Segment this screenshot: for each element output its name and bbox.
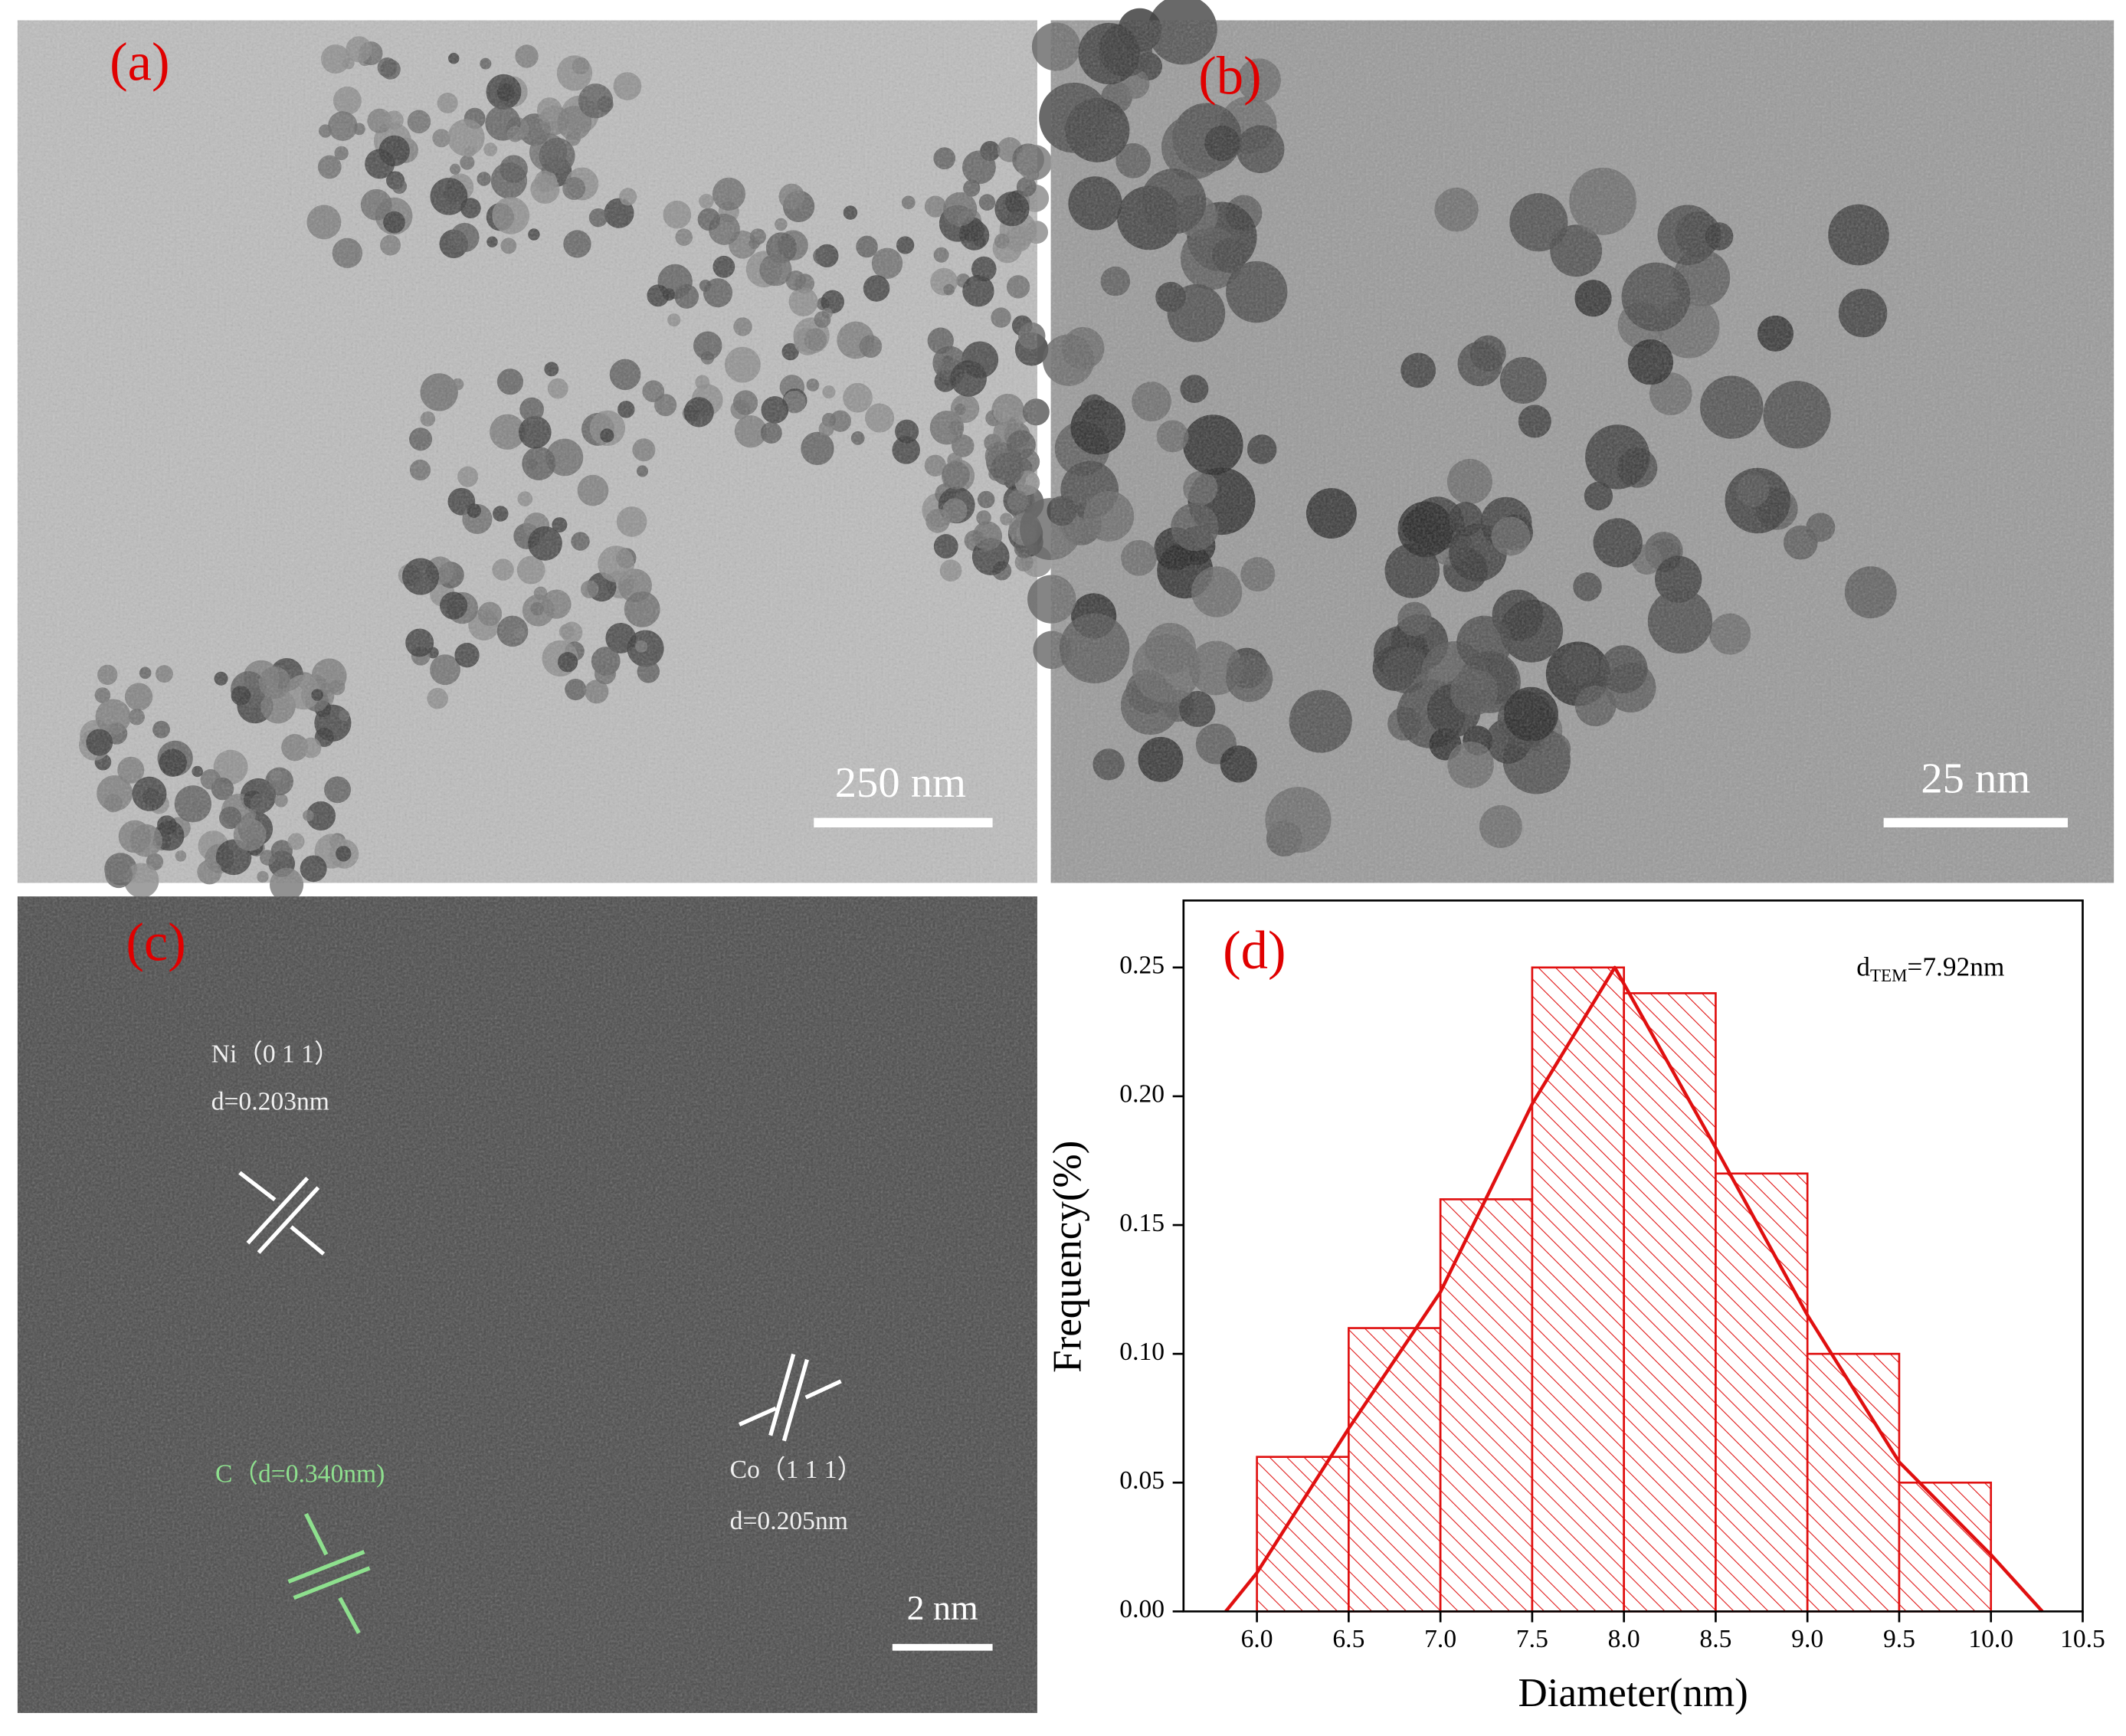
annotation: d=0.203nm [211, 1087, 329, 1115]
y-tick-label: 0.05 [1119, 1466, 1165, 1495]
x-tick-label: 9.5 [1883, 1625, 1915, 1653]
x-tick-label: 9.0 [1791, 1625, 1823, 1653]
bar [1715, 1172, 1809, 1613]
panel-a: (a) 250 nm [17, 20, 1053, 902]
annotation: dTEM=7.92nm [1856, 952, 2004, 986]
bar [1898, 1481, 1993, 1613]
lattice-marker [287, 1512, 371, 1634]
x-tick-label: 7.0 [1424, 1625, 1456, 1653]
scale-label: 25 nm [1921, 755, 2030, 803]
plot-frame [1182, 899, 2084, 1613]
x-tick-label: 8.0 [1608, 1625, 1640, 1653]
bar [1531, 966, 1625, 1613]
panel-label: (d) [1223, 921, 1286, 981]
scale-bar [1883, 817, 2069, 827]
bar [1806, 1352, 1901, 1613]
lattice-marker [238, 1171, 842, 1442]
annotation-sub: TEM [1870, 966, 1907, 985]
y-tick-label: 0.25 [1119, 952, 1165, 980]
annotation: Co（1 1 1） [730, 1456, 863, 1484]
x-tick-label: 8.5 [1699, 1625, 1731, 1653]
scale-label: 2 nm [907, 1588, 978, 1627]
bar [1439, 1198, 1534, 1613]
x-tick-label: 6.5 [1332, 1625, 1364, 1653]
annotation-rest: =7.92nm [1907, 952, 2004, 982]
y-tick-label: 0.00 [1119, 1595, 1165, 1623]
x-tick-label: 6.0 [1241, 1625, 1273, 1653]
x-tick-label: 7.5 [1516, 1625, 1548, 1653]
texture [17, 896, 1037, 1713]
bar [1623, 992, 1717, 1613]
annotation: C（d=0.340nm) [215, 1459, 385, 1488]
scale-bar [892, 1643, 993, 1651]
bar [1256, 1456, 1350, 1613]
scale-label: 250 nm [835, 759, 966, 807]
y-tick-label: 0.15 [1119, 1209, 1165, 1237]
scale-bar [814, 817, 993, 827]
y-axis-label: Frequency(%) [1045, 1141, 1089, 1373]
panel-label: (a) [110, 33, 169, 93]
panel-c: (c) Ni（0 1 1） d=0.203nm C（d=0.340nm) Co（… [17, 896, 1037, 1713]
y-tick-label: 0.10 [1119, 1338, 1165, 1366]
panel-b: (b) 25 nm [1020, 0, 2115, 883]
bar [1348, 1327, 1442, 1613]
y-tick-label: 0.20 [1119, 1080, 1165, 1109]
annotation-base: d [1856, 952, 1870, 982]
x-axis-label: Diameter(nm) [1518, 1671, 1748, 1715]
annotation: d=0.205nm [730, 1507, 848, 1535]
panel-label: (b) [1198, 46, 1261, 106]
texture [1050, 20, 2115, 883]
x-tick-label: 10.5 [2060, 1625, 2105, 1653]
x-tick-label: 10.0 [1968, 1625, 2013, 1653]
annotation: Ni（0 1 1） [211, 1040, 340, 1068]
histogram-panel: (d) dTEM=7.92nm Diameter(nm) Frequency(%… [1045, 899, 2105, 1715]
fit-curve [1224, 965, 2044, 1613]
panel-label: (c) [126, 913, 185, 973]
texture [17, 20, 1037, 883]
